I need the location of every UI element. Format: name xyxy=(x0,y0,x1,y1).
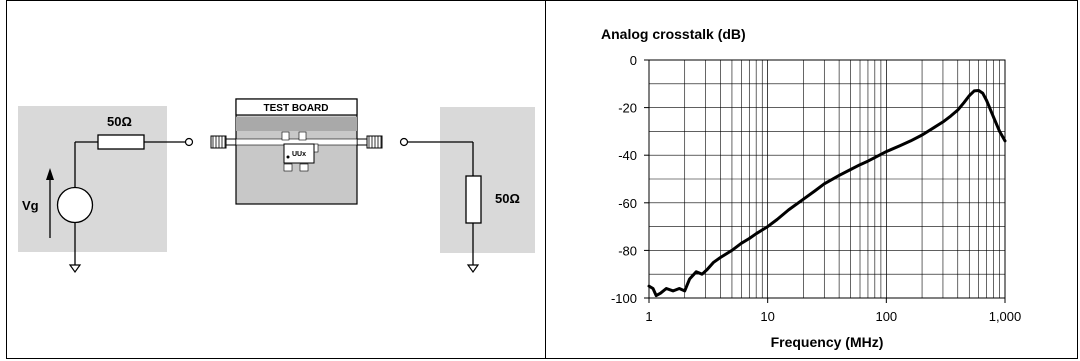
y-tick-label: -20 xyxy=(618,101,637,116)
load-ground-icon xyxy=(466,264,480,274)
y-axis-ticks: 0 -20 -40 -60 -80 -100 xyxy=(611,53,649,306)
crosstalk-series-line xyxy=(647,89,1007,298)
figure-frame xyxy=(6,0,1078,359)
y-tick-label: -80 xyxy=(618,243,637,258)
source-ground-icon xyxy=(68,264,82,274)
voltage-source-icon xyxy=(56,186,94,224)
y-tick-label: 0 xyxy=(630,53,637,68)
chip-label: UUx xyxy=(292,151,306,158)
load-terminal-icon xyxy=(399,137,409,147)
source-shaded-area xyxy=(18,106,167,252)
source-wiring xyxy=(74,141,186,265)
load-wiring xyxy=(407,141,474,265)
source-terminal-icon xyxy=(184,137,194,147)
x-tick-label: 10 xyxy=(760,309,774,324)
test-board-icon xyxy=(210,98,383,205)
y-tick-label: -60 xyxy=(618,196,637,211)
x-axis-label: Frequency (MHz) xyxy=(771,334,884,350)
x-tick-label: 1,000 xyxy=(989,309,1022,324)
chart-grid xyxy=(649,60,1005,298)
plot-area-border xyxy=(648,59,1006,299)
chart-title: Analog crosstalk (dB) xyxy=(601,26,746,42)
panel-divider xyxy=(545,0,546,359)
y-tick-label: -100 xyxy=(611,291,637,306)
frame-top-border xyxy=(6,0,1078,1)
board-title: TEST BOARD xyxy=(264,103,329,114)
load-resistor-icon xyxy=(465,175,482,224)
y-tick-label: -40 xyxy=(618,148,637,163)
test-circuit-diagram: Vg 50Ω TEST BOARD UUx xyxy=(18,98,535,274)
load-resistor-label: 50Ω xyxy=(495,191,520,206)
x-tick-label: 100 xyxy=(875,309,897,324)
x-tick-label: 1 xyxy=(645,309,652,324)
series-resistor-icon xyxy=(97,134,145,150)
x-axis-ticks: 1 10 100 1,000 xyxy=(645,298,1021,324)
crosstalk-chart: Analog crosstalk (dB) 0-20-40-60-80-100 … xyxy=(601,26,1021,350)
source-arrow-icon xyxy=(46,168,54,238)
load-shaded-area xyxy=(440,107,535,253)
series-resistor-label: 50Ω xyxy=(107,114,132,129)
source-label: Vg xyxy=(22,198,39,213)
